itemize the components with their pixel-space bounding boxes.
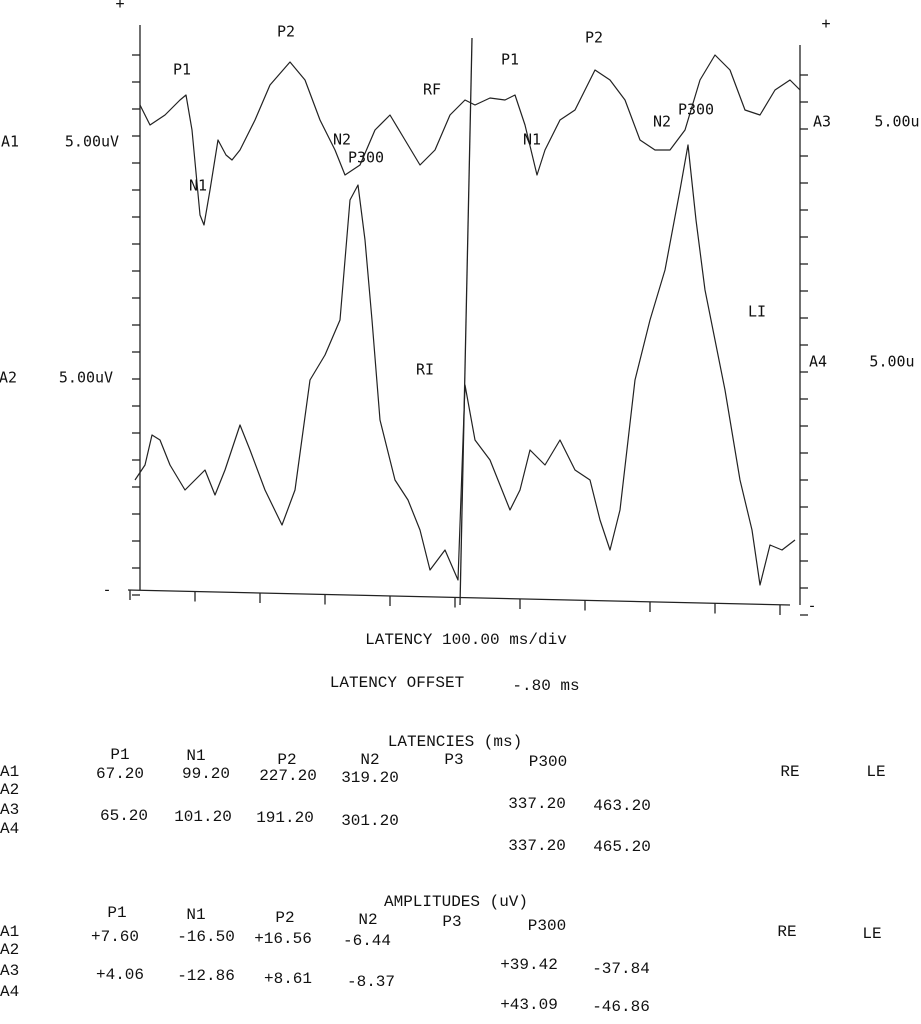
cell-value: 65.20 (100, 807, 148, 825)
plot-label: P2 (277, 23, 295, 41)
plot-label: 5.00u (874, 113, 919, 131)
column-header: P2 (275, 909, 294, 927)
cell-value: 337.20 (508, 837, 566, 855)
ticks (129, 54, 808, 616)
column-header: P1 (110, 746, 129, 764)
plot-label: LI (748, 303, 766, 321)
plot-frame (127, 25, 808, 616)
cell-value: -16.50 (177, 928, 235, 946)
column-header: P3 (442, 913, 461, 931)
bottom-axis (127, 589, 791, 606)
column-header: P300 (528, 917, 566, 935)
cell-value: 463.20 (593, 797, 651, 815)
cell-value: -12.86 (177, 967, 235, 985)
row-label: A4 (0, 820, 19, 838)
plot-label: P2 (585, 29, 603, 47)
plot-label: RF (423, 81, 441, 99)
upper-trace (139, 54, 801, 226)
cell-value: +16.56 (254, 930, 312, 948)
plot-label: A4 (809, 353, 827, 371)
cell-value: -8.37 (347, 973, 395, 991)
side-label: LE (862, 925, 881, 943)
plot-label: A2 (0, 369, 17, 387)
cell-value: +39.42 (500, 956, 558, 974)
plot-label: A1 (1, 133, 19, 151)
side-label: LE (866, 763, 885, 781)
column-header: N2 (358, 911, 377, 929)
column-header: P2 (277, 751, 296, 769)
cell-value: 227.20 (259, 767, 317, 785)
table-title: AMPLITUDES (uV) (384, 893, 528, 911)
plot-label: N1 (189, 177, 207, 195)
cell-value: 301.20 (341, 812, 399, 830)
cell-value: 337.20 (508, 795, 566, 813)
caption: LATENCY OFFSET (330, 674, 464, 692)
divider (459, 37, 473, 606)
cell-value: 191.20 (256, 809, 314, 827)
column-header: P1 (107, 904, 126, 922)
plot-label: P1 (501, 51, 519, 69)
row-label: A2 (0, 781, 19, 799)
cell-value: 101.20 (174, 808, 232, 826)
cell-value: 465.20 (593, 838, 651, 856)
row-label: A2 (0, 941, 19, 959)
side-label: RE (780, 763, 799, 781)
plot-label: N1 (523, 131, 541, 149)
plot-label: RI (416, 361, 434, 379)
row-label: A1 (0, 923, 19, 941)
plot-label: A3 (813, 113, 831, 131)
column-header: N1 (186, 747, 205, 765)
row-label: A4 (0, 983, 19, 1001)
plot-label: P300 (348, 149, 384, 167)
row-label: A3 (0, 801, 19, 819)
caption: -.80 ms (512, 677, 579, 695)
cell-value: +8.61 (264, 970, 312, 988)
plot-label: + (115, 0, 124, 13)
plot-label: 5.00u (869, 353, 914, 371)
plot-label: N2 (333, 131, 351, 149)
cell-value: +4.06 (96, 966, 144, 984)
cell-value: +7.60 (91, 928, 139, 946)
cell-value: 67.20 (96, 765, 144, 783)
cell-value: +43.09 (500, 996, 558, 1014)
table-title: LATENCIES (ms) (388, 733, 522, 751)
column-header: P3 (444, 751, 463, 769)
lower-trace (134, 144, 796, 586)
cell-value: 99.20 (182, 765, 230, 783)
plot-label: N2 (653, 113, 671, 131)
cell-value: -46.86 (592, 998, 650, 1016)
cell-value: -6.44 (343, 932, 391, 950)
plot-label: 5.00uV (59, 369, 113, 387)
row-label: A1 (0, 763, 19, 781)
side-label: RE (777, 923, 796, 941)
row-label: A3 (0, 962, 19, 980)
column-header: N2 (360, 751, 379, 769)
column-header: P300 (529, 753, 567, 771)
caption: LATENCY 100.00 ms/div (365, 631, 567, 649)
plot-label: + (821, 15, 830, 33)
plot-label: P300 (678, 101, 714, 119)
column-header: N1 (186, 906, 205, 924)
cell-value: -37.84 (592, 960, 650, 978)
plot-label: 5.00uV (65, 133, 119, 151)
plot-label: - (102, 581, 111, 599)
cell-value: 319.20 (341, 769, 399, 787)
plot-label: P1 (173, 61, 191, 79)
plot-label: - (807, 597, 816, 615)
